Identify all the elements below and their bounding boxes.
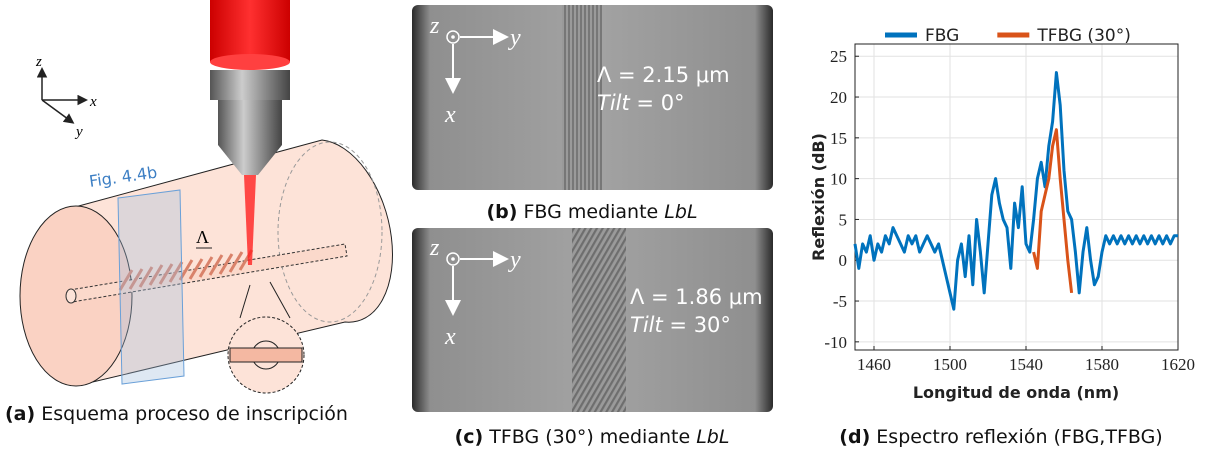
legend-label: FBG — [925, 26, 959, 46]
axis-label: z — [429, 13, 440, 39]
tilt-value: = 0° — [636, 91, 684, 115]
caption: (b) FBG mediante LbL — [486, 201, 697, 223]
grating-image — [562, 5, 602, 190]
tilt-label: Tilt = 0° — [597, 91, 685, 115]
tilt-value: = 30° — [669, 313, 731, 337]
period-symbol: Λ — [196, 227, 209, 247]
axis-label: z — [429, 235, 440, 261]
y-tick-label: 5 — [839, 210, 848, 229]
caption-text: FBG mediante — [523, 201, 658, 223]
y-tick-label: 20 — [830, 88, 847, 107]
fiber-end — [66, 289, 76, 303]
caption: (d) Espectro reflexión (FBG,TFBG) — [839, 426, 1162, 448]
caption-label: (c) — [455, 426, 484, 448]
series-line — [1034, 130, 1072, 293]
period-label: Λ = 1.86 μm — [630, 285, 763, 309]
x-tick-label: 1500 — [933, 355, 967, 374]
series-line — [855, 73, 1178, 310]
x-tick-label: 1580 — [1085, 355, 1119, 374]
legend-label: TFBG (30°) — [1036, 26, 1131, 46]
axis-label: y — [508, 25, 521, 51]
axis-label: x — [444, 324, 456, 350]
panel-d: (d) Espectro reflexión (FBG,TFBG) Longit… — [809, 26, 1195, 448]
inset-grating — [230, 348, 302, 362]
axis-label: y — [508, 247, 521, 273]
caption: (c) TFBG (30°) mediante LbL — [455, 426, 730, 448]
fig-ref-box — [118, 190, 184, 384]
axis-label: x — [89, 94, 97, 110]
tilt-label: Tilt = 30° — [630, 313, 731, 337]
axis-label: y — [74, 124, 83, 140]
panel-a: z x y Fig. 4.4b Λ (a) Esquema proceso de… — [5, 0, 392, 425]
x-tick-label: 1620 — [1161, 355, 1195, 374]
y-tick-label: -10 — [824, 333, 847, 352]
caption-label: (d) — [839, 426, 870, 448]
tilt-word: Tilt — [630, 313, 663, 337]
y-tick-label: -5 — [833, 292, 847, 311]
axis-dot — [451, 35, 455, 39]
caption-text: Espectro reflexión (FBG,TFBG) — [876, 426, 1162, 448]
axis-arrow — [42, 100, 72, 122]
plot-frame — [855, 44, 1178, 350]
caption-text: TFBG (30°) mediante — [488, 426, 690, 448]
y-tick-label: 10 — [830, 170, 847, 189]
x-tick-label: 1460 — [857, 355, 891, 374]
caption-label: (a) — [5, 403, 35, 425]
axis-dot — [451, 257, 455, 261]
axis-label: x — [444, 102, 456, 128]
caption-text: Esquema proceso de inscripción — [41, 403, 348, 425]
caption-italic: LbL — [696, 426, 729, 448]
laser — [210, 54, 290, 70]
panel-c: z y x Λ = 1.86 μm Tilt = 30° (c) TFBG (3… — [412, 228, 773, 448]
caption-italic: LbL — [664, 201, 697, 223]
x-tick-label: 1540 — [1009, 355, 1043, 374]
y-axis-title: Reflexión (dB) — [809, 133, 828, 261]
tilt-word: Tilt — [597, 91, 630, 115]
y-tick-label: 15 — [830, 129, 847, 148]
caption-label: (b) — [486, 201, 517, 223]
grating-image — [572, 228, 626, 412]
y-tick-label: 0 — [839, 251, 848, 270]
figure: z x y Fig. 4.4b Λ (a) Esquema proceso de… — [0, 0, 1212, 450]
y-tick-label: 25 — [830, 47, 847, 66]
period-label: Λ = 2.15 μm — [597, 63, 730, 87]
panel-b: z y x Λ = 2.15 μm Tilt = 0° (b) FBG medi… — [412, 5, 773, 223]
laser — [210, 0, 290, 62]
caption: (a) Esquema proceso de inscripción — [5, 403, 348, 425]
fig-ref-label: Fig. 4.4b — [88, 163, 158, 191]
axis-label: z — [35, 54, 42, 70]
x-axis-title: Longitud de onda (nm) — [913, 383, 1119, 402]
objective — [210, 70, 290, 100]
